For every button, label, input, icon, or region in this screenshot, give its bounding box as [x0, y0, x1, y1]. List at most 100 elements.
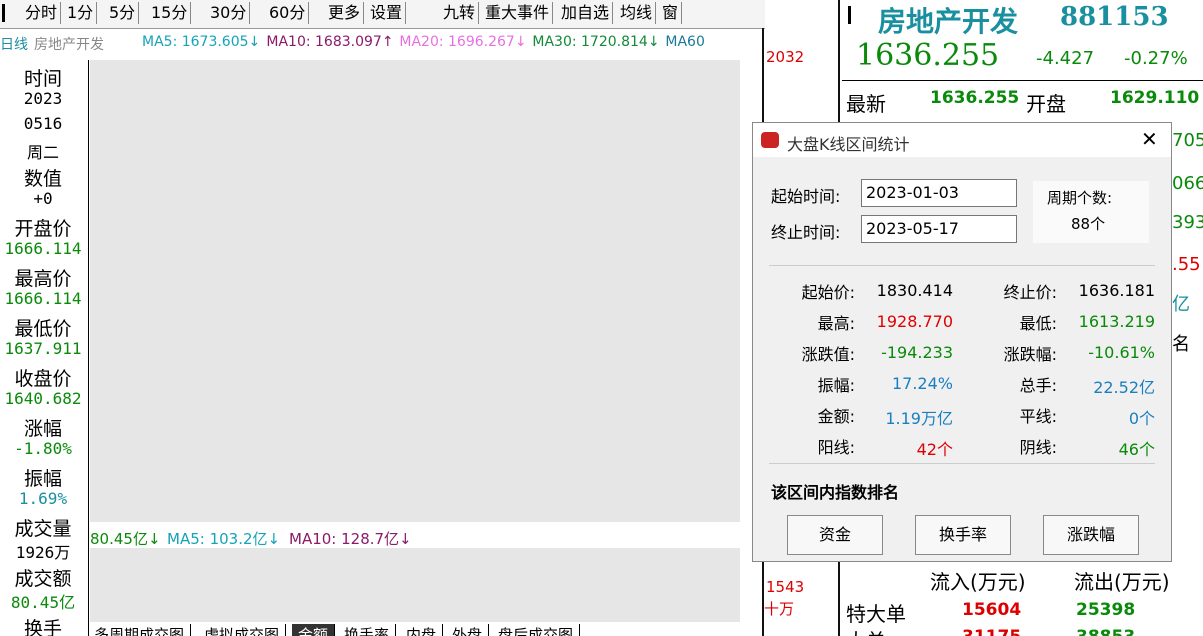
bottom-tab[interactable]: 多周期成交图	[88, 624, 192, 636]
rank-title: 该区间内指数排名	[771, 483, 900, 502]
stat-label: 涨跌幅:	[1003, 345, 1057, 364]
close-button[interactable]: ✕	[1141, 127, 1158, 151]
info-value: 1.69%	[18, 489, 68, 508]
volume-ma-label: 80.45亿↓	[90, 530, 161, 548]
field-label: 终止时间:	[771, 223, 841, 242]
stat-label: 起始价:	[801, 283, 855, 302]
info-label: 收盘价	[14, 368, 72, 390]
bottom-tab[interactable]: 外盘	[446, 624, 490, 636]
toolbar-button[interactable]: 5分	[106, 2, 140, 24]
quote-field: 最新	[846, 92, 886, 116]
info-label: 数值	[23, 168, 62, 190]
toolbar-button[interactable]: 设置	[367, 2, 407, 24]
info-value: -1.80%	[14, 439, 72, 458]
quote-name: 房地产开发	[878, 5, 1019, 38]
dialog-sep	[769, 265, 1155, 266]
bottom-tab[interactable]: 内盘	[400, 624, 444, 636]
toolbar-button[interactable]: 九转	[440, 2, 480, 24]
count-box	[1033, 181, 1149, 243]
info-label: 涨幅	[23, 418, 62, 440]
axis-label: 2032	[766, 48, 805, 66]
flow-header: 流出(万元)	[1074, 570, 1170, 594]
info-value: 周二	[26, 143, 59, 162]
stat-value: 1830.414	[876, 281, 953, 300]
back-icon	[2, 4, 19, 22]
quote-back	[848, 6, 863, 24]
bottom-tab[interactable]: 换手率	[338, 624, 397, 636]
toolbar-button[interactable]: 60分	[266, 2, 310, 24]
flow-out: 38853	[1076, 627, 1135, 636]
bottom-tab[interactable]: 虚拟成交图	[198, 624, 287, 636]
info-label: 换手	[23, 618, 62, 636]
stat-value: 1928.770	[876, 312, 953, 331]
info-value: 2023	[23, 89, 63, 108]
stat-label: 平线:	[1019, 407, 1057, 426]
stat-value: 17.24%	[891, 374, 953, 393]
stat-value: 42个	[916, 440, 953, 459]
stat-value: 46个	[1118, 440, 1155, 459]
flow-header: 流入(万元)	[930, 570, 1026, 594]
stat-label: 最低:	[1019, 314, 1057, 333]
date-select[interactable]: 2023-05-17	[861, 215, 1017, 243]
toolbar-button[interactable]: 30分	[207, 2, 251, 24]
stat-label: 金额:	[817, 407, 855, 426]
info-label: 最高价	[14, 268, 72, 290]
toolbar-button[interactable]: 重大事件	[482, 2, 554, 24]
flow-in: 31175	[962, 627, 1021, 636]
count-label: 周期个数:	[1047, 189, 1113, 207]
stat-value: 22.52亿	[1093, 378, 1155, 397]
hidden-field: 393	[1172, 212, 1203, 233]
flow-label: 大单	[846, 625, 886, 636]
flow-in: 15604	[962, 600, 1022, 620]
quote-pct: -0.27%	[1124, 48, 1188, 69]
toolbar-button[interactable]: 分时	[22, 2, 62, 24]
rank-button[interactable]: 涨跌幅	[1043, 515, 1139, 555]
date-select[interactable]: 2023-01-03	[861, 179, 1017, 207]
stat-label: 终止价:	[1003, 283, 1057, 302]
info-value: 1640.682	[4, 389, 82, 408]
hidden-field: 705	[1172, 130, 1203, 151]
toolbar-button[interactable]: 1分	[64, 2, 98, 24]
rank-button[interactable]: 资金	[787, 515, 883, 555]
hidden-field: 名	[1172, 334, 1190, 355]
ma-label: MA60	[665, 34, 705, 50]
stat-value: 0个	[1128, 409, 1155, 428]
quote-change: -4.427	[1036, 48, 1095, 69]
toolbar-button[interactable]: 窗	[659, 2, 683, 24]
stat-label: 振幅:	[817, 376, 855, 395]
ma-label: MA5: 1673.605↓	[142, 34, 261, 50]
stat-value: -194.233	[881, 343, 953, 362]
bottom-tab[interactable]: 盘后成交图	[492, 624, 581, 636]
toolbar-bg	[0, 0, 765, 29]
hidden-field: 亿	[1172, 294, 1190, 315]
dialog-icon	[761, 132, 779, 148]
rank-button[interactable]: 换手率	[915, 515, 1011, 555]
stat-value: -10.61%	[1088, 343, 1155, 362]
toolbar-button[interactable]: 更多	[325, 2, 365, 24]
info-value: 1666.114	[4, 239, 82, 258]
axis-label: 1543	[766, 578, 805, 596]
chart-bg	[90, 60, 740, 522]
info-value: 1637.911	[4, 339, 82, 358]
toolbar-button[interactable]: 15分	[148, 2, 192, 24]
info-label: 开盘价	[14, 218, 72, 240]
stat-label: 阳线:	[817, 438, 855, 457]
flow-label: 特大单	[846, 602, 906, 626]
hidden-field: .55	[1172, 254, 1201, 275]
quote-price: 1636.255	[856, 38, 1000, 73]
stat-label: 阴线:	[1019, 438, 1057, 457]
quote-line	[842, 80, 1203, 81]
quote-field: 开盘	[1026, 92, 1066, 116]
flow-out: 25398	[1076, 600, 1136, 620]
field-label: 起始时间:	[771, 187, 841, 206]
dialog-title: 大盘K线区间统计	[787, 135, 910, 154]
info-label: 成交量	[14, 518, 72, 540]
ma-label: MA30: 1720.814↓	[532, 34, 660, 50]
toolbar-button[interactable]: 加自选	[558, 2, 614, 24]
toolbar-button[interactable]: 均线	[617, 2, 657, 24]
info-value: 0516	[23, 114, 63, 133]
info-value: +0	[33, 189, 53, 208]
bottom-tab[interactable]: 金额	[292, 624, 336, 636]
volume-ma-label: MA5: 103.2亿↓	[167, 530, 281, 548]
